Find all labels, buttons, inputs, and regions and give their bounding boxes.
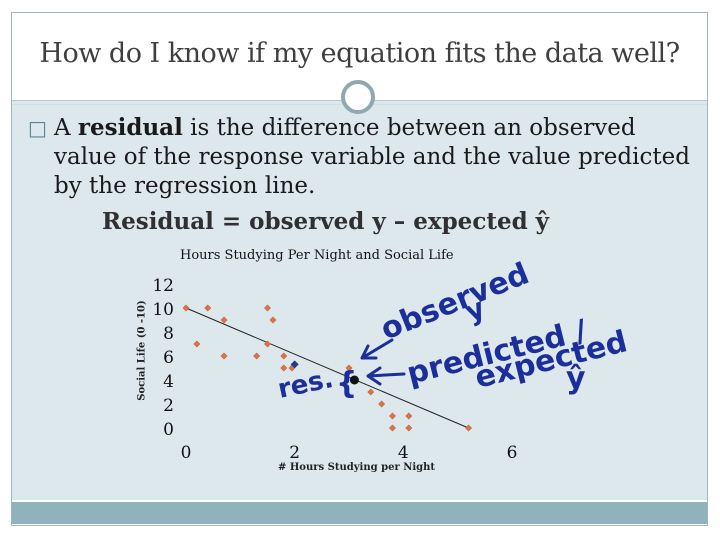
y-tick-label: 8 xyxy=(163,324,174,344)
data-point xyxy=(220,352,228,360)
y-tick-label: 6 xyxy=(163,348,174,368)
data-point xyxy=(280,352,288,360)
chart-title: Hours Studying Per Night and Social Life xyxy=(180,248,454,263)
observed-point xyxy=(290,360,299,369)
footer-band xyxy=(12,502,707,524)
data-point xyxy=(204,304,212,312)
data-point xyxy=(367,388,375,396)
definition-rest: is the difference between an observed va… xyxy=(54,115,690,199)
data-point xyxy=(253,352,261,360)
x-tick-label: 2 xyxy=(289,443,300,463)
y-tick-label: 12 xyxy=(152,276,174,296)
residual-formula: Residual = observed y – expected ŷ xyxy=(102,208,550,235)
data-point xyxy=(280,364,288,372)
data-point xyxy=(269,316,277,324)
data-point xyxy=(182,304,190,312)
data-point xyxy=(378,400,386,408)
predicted-arrow-icon xyxy=(366,366,406,386)
data-point xyxy=(464,424,473,432)
data-point xyxy=(193,340,201,348)
x-tick-label: 0 xyxy=(181,443,192,463)
slide-title: How do I know if my equation fits the da… xyxy=(39,38,680,69)
data-point xyxy=(388,424,397,432)
square-bullet-icon: □ xyxy=(28,116,47,140)
content-area xyxy=(12,100,707,500)
data-point xyxy=(263,304,272,312)
data-point xyxy=(405,424,413,432)
slide-frame xyxy=(11,12,708,526)
x-tick-label: 4 xyxy=(398,443,409,463)
data-point xyxy=(405,412,413,420)
data-point xyxy=(220,316,228,324)
regression-line xyxy=(185,307,469,429)
data-point xyxy=(345,364,353,372)
predicted-point xyxy=(349,375,359,385)
y-tick-label: 10 xyxy=(152,300,174,320)
y-tick-label: 4 xyxy=(163,372,174,392)
y-tick-label: 2 xyxy=(163,396,174,416)
y-tick-label: 0 xyxy=(163,420,174,440)
residual-brace: { xyxy=(336,366,357,401)
definition-prefix: A xyxy=(54,115,78,141)
definition-term: residual xyxy=(77,114,183,141)
observed-arrow-icon xyxy=(360,338,394,360)
x-tick-label: 6 xyxy=(507,443,518,463)
expected-yhat-annotation: ŷ xyxy=(566,361,586,396)
residual-definition: A residual is the difference between an … xyxy=(54,113,694,201)
x-axis-label: # Hours Studying per Night xyxy=(278,462,436,473)
data-point xyxy=(388,412,397,420)
data-point xyxy=(263,340,272,348)
ring-ornament-icon xyxy=(341,80,375,114)
